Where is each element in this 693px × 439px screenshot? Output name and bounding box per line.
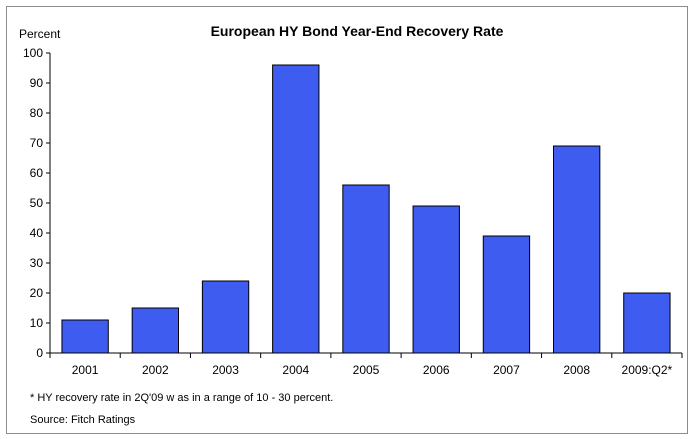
y-tick-label: 10 xyxy=(30,316,44,330)
x-tick-label: 2007 xyxy=(493,363,520,377)
bar-2006 xyxy=(412,205,460,354)
x-tick-label: 2002 xyxy=(142,363,169,377)
y-tick-labels: 0 10 20 30 40 50 60 70 80 90 100 xyxy=(23,46,43,360)
bar-2004 xyxy=(272,64,320,354)
y-tick-label: 30 xyxy=(30,256,44,270)
y-tick-label: 20 xyxy=(30,286,44,300)
x-tick-label: 2005 xyxy=(353,363,380,377)
y-tick-label: 80 xyxy=(30,106,44,120)
x-tick-label: 2006 xyxy=(423,363,450,377)
bar-chart: European HY Bond Year-End Recovery Rate … xyxy=(19,23,683,426)
x-tick-label: 2008 xyxy=(563,363,590,377)
chart-frame: European HY Bond Year-End Recovery Rate … xyxy=(6,6,688,434)
x-tick-label: 2003 xyxy=(212,363,239,377)
bar-2002 xyxy=(131,307,180,354)
x-tick-label: 2001 xyxy=(72,363,99,377)
x-tick-labels: 2001 2002 2003 2004 2005 2006 2007 2008 2009:Q2* xyxy=(72,363,673,377)
bars xyxy=(61,64,671,354)
bar-2007 xyxy=(482,235,531,354)
y-tick-label: 90 xyxy=(30,76,44,90)
bar-2009:Q2* xyxy=(623,292,671,354)
y-tick-label: 70 xyxy=(30,136,44,150)
x-tick-label: 2009:Q2* xyxy=(622,363,673,377)
y-tick-label: 50 xyxy=(30,196,44,210)
y-tick-label: 100 xyxy=(23,46,43,60)
y-tick-label: 40 xyxy=(30,226,44,240)
y-tick-label: 60 xyxy=(30,166,44,180)
footnote: * HY recovery rate in 2Q'09 w as in a ra… xyxy=(30,392,333,404)
source-note: Source: Fitch Ratings xyxy=(30,414,136,426)
chart-title: European HY Bond Year-End Recovery Rate xyxy=(211,23,504,39)
bar-2005 xyxy=(342,184,390,354)
bar-2001 xyxy=(61,319,109,354)
bar-2003 xyxy=(201,280,250,354)
bar-2008 xyxy=(552,145,601,354)
x-tick-label: 2004 xyxy=(282,363,309,377)
y-axis-label: Percent xyxy=(19,27,61,41)
y-tick-label: 0 xyxy=(36,346,43,360)
